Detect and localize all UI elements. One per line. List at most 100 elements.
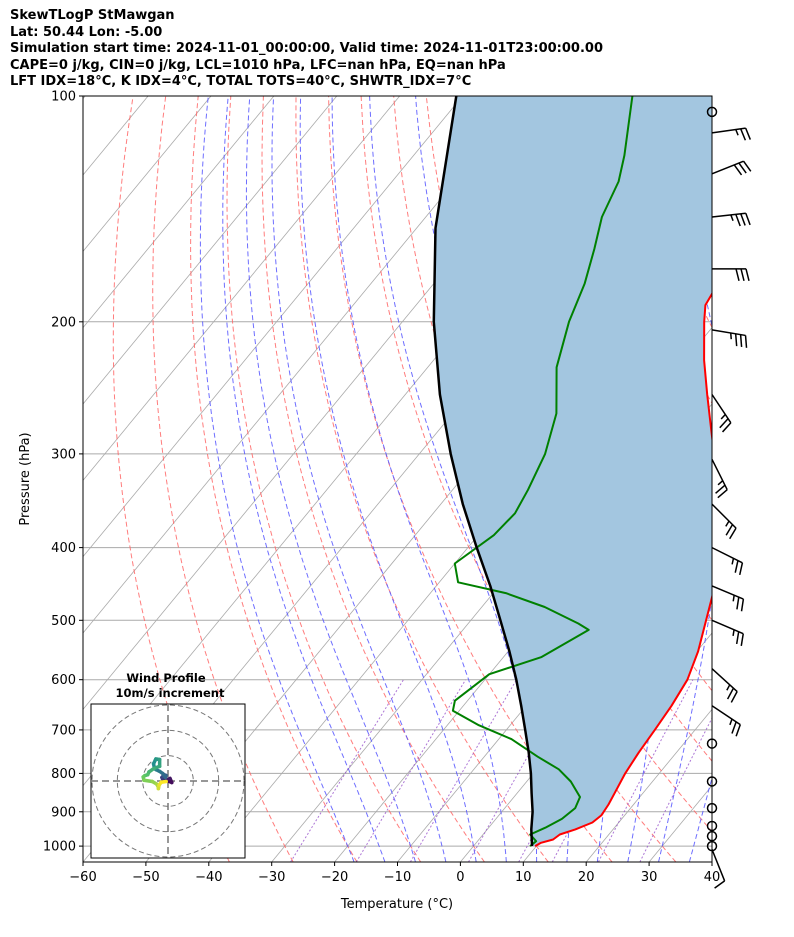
calm-wind-marker: [706, 840, 718, 852]
isotherm-line: [83, 96, 400, 481]
dry-adiabat-line: [720, 96, 794, 862]
wind-barb: [711, 849, 726, 889]
wind-barb-staff: [711, 849, 726, 882]
x-tick-label: −20: [321, 870, 348, 885]
moist-adiabat-line: [299, 96, 477, 862]
dry-adiabat-line: [261, 96, 485, 862]
stability-indices-1: CAPE=0 j/kg, CIN=0 j/kg, LCL=1010 hPa, L…: [10, 57, 506, 73]
isotherm-line: [775, 96, 794, 862]
moist-adiabat-line: [271, 96, 447, 862]
y-tick-label: 600: [51, 673, 76, 688]
wind-barb-flag: [742, 160, 752, 172]
wind-barb-flag: [719, 418, 729, 429]
wind-barb-staff: [711, 160, 744, 175]
y-tick-label: 700: [51, 723, 76, 738]
moist-adiabat-line: [222, 96, 386, 862]
hodograph-trace-segment: [159, 779, 168, 785]
wind-barb-staff: [711, 585, 744, 600]
calm-wind-marker: [706, 802, 718, 814]
dry-adiabat-line: [190, 96, 358, 862]
wind-barb: [711, 546, 744, 576]
wind-barb-flag: [735, 214, 741, 227]
hodograph-subtitle: 10m/s increment: [116, 686, 225, 700]
wind-barb-flag: [744, 335, 748, 348]
isotherm-line: [83, 96, 212, 252]
wind-barb-flag: [726, 687, 735, 700]
wind-barb: [711, 619, 744, 647]
wind-barb: [711, 329, 748, 348]
dewpoint-line: [451, 96, 634, 847]
wind-barb-half-flag: [731, 558, 735, 565]
wind-barb-flag: [731, 721, 737, 734]
hodograph-ring: [91, 704, 245, 858]
isotherm-line: [83, 96, 275, 329]
x-axis-label: Temperature (°C): [340, 897, 453, 912]
wind-barb-half-flag: [725, 520, 730, 527]
wind-barb-flag: [734, 560, 739, 573]
wind-barb-flag: [733, 164, 743, 176]
wind-barb-staff: [711, 705, 741, 726]
y-tick-label: 400: [51, 541, 76, 556]
hodograph-title: Wind Profile: [126, 671, 206, 685]
wind-barb-half-flag: [732, 595, 735, 602]
wind-barb-half-flag: [730, 214, 734, 222]
wind-barb-flag: [736, 597, 740, 610]
x-tick-label: −30: [258, 870, 285, 885]
wind-barb-half-flag: [726, 684, 731, 691]
wind-barb-flag: [730, 691, 738, 703]
temperature-line: [534, 291, 712, 847]
moist-adiabat-line: [331, 96, 507, 862]
wind-barb-flag: [734, 333, 738, 347]
y-tick-label: 900: [51, 805, 76, 820]
wind-barb: [711, 585, 745, 612]
wind-barb-staff: [711, 127, 746, 134]
x-tick-label: 20: [578, 870, 595, 885]
axis-ticks: −60 −50 −40 −30 −20 −10 0 10 20 30 40 1000 900 800 700…: [43, 90, 720, 886]
wind-barb-flag: [744, 127, 752, 140]
wind-barb-flag: [735, 631, 740, 645]
chart-header: SkewTLogP StMawgan Lat: 50.44 Lon: -5.00…: [10, 8, 603, 91]
wind-barb-half-flag: [720, 413, 726, 420]
wind-barb-half-flag: [732, 629, 735, 636]
isotherm-line: [83, 96, 463, 558]
dry-adiabat-line: [152, 96, 294, 862]
y-tick-label: 300: [51, 447, 76, 462]
wind-barb: [711, 503, 737, 540]
simulation-times: Simulation start time: 2024-11-01_00:00:…: [10, 41, 603, 56]
wind-barb-flag: [717, 489, 728, 499]
x-tick-label: −10: [384, 870, 411, 885]
dry-adiabat-line: [752, 96, 794, 862]
wind-barb-staff: [711, 668, 738, 693]
moist-adiabat-line: [369, 96, 538, 862]
wind-barb-staff: [711, 329, 746, 337]
y-tick-label: 200: [51, 315, 76, 330]
isotherm-line: [711, 861, 712, 862]
moist-adiabat-line: [199, 96, 355, 862]
wind-barb-flag: [745, 268, 750, 282]
wind-barb: [711, 668, 738, 703]
x-tick-label: −60: [69, 870, 96, 885]
wind-barb-staff: [711, 394, 732, 424]
calm-wind-marker: [706, 106, 718, 118]
wind-barb: [711, 705, 741, 737]
wind-barb-half-flag: [735, 129, 739, 136]
wind-barb-flag: [740, 633, 744, 647]
calm-wind-marker: [706, 820, 718, 832]
wind-barb-staff: [711, 503, 737, 529]
calm-wind-marker: [706, 830, 718, 842]
mixing-ratio-line: [597, 679, 694, 862]
isotherm-line: [83, 96, 86, 100]
moist-adiabat-line: [720, 96, 794, 862]
wind-barb-staff: [711, 619, 744, 635]
y-axis-label: Pressure (hPa): [18, 432, 33, 525]
y-tick-label: 100: [51, 90, 76, 105]
wind-barb-flag: [739, 334, 743, 348]
x-tick-label: 10: [515, 870, 532, 885]
stability-indices-2: LFT IDX=18°C, K IDX=4°C, TOTAL TOTS=40°C…: [10, 74, 472, 89]
wind-barb-flag: [721, 422, 732, 433]
wind-barb-flag: [738, 162, 747, 174]
wind-barb-flag: [745, 213, 751, 226]
wind-barb-flag: [735, 268, 740, 282]
series-layer: [432, 96, 712, 847]
